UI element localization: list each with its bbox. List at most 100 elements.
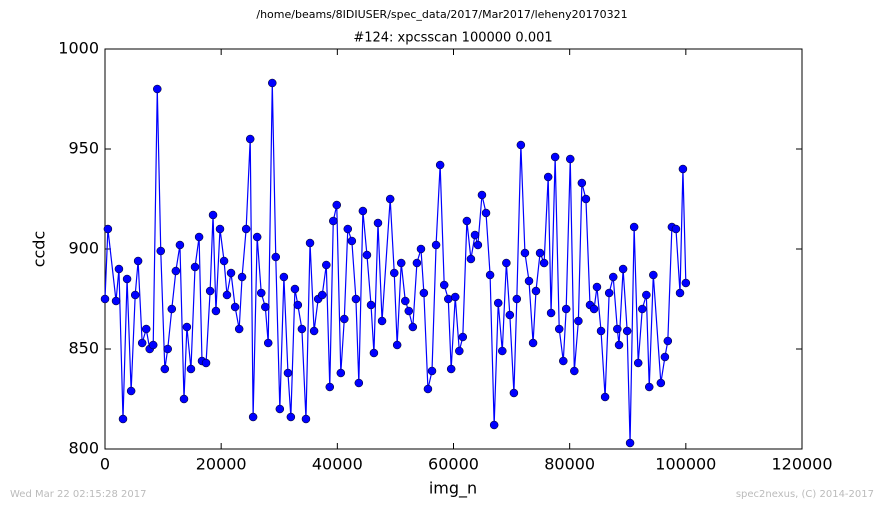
- data-point: [114, 264, 124, 274]
- data-point: [546, 308, 556, 318]
- data-point: [458, 332, 468, 342]
- data-point: [644, 382, 654, 392]
- data-point: [347, 236, 357, 246]
- data-point: [256, 288, 266, 298]
- x-tick-label: 80000: [544, 455, 595, 474]
- data-point: [446, 364, 456, 374]
- footer-right: spec2nexus, (C) 2014-2017: [736, 489, 874, 500]
- data-point: [570, 366, 579, 376]
- data-point: [325, 382, 335, 392]
- data-point: [392, 340, 402, 350]
- data-point: [201, 358, 211, 368]
- data-point: [290, 284, 300, 294]
- data-point: [354, 378, 364, 388]
- data-point: [450, 292, 460, 302]
- data-point: [329, 216, 338, 226]
- data-point: [366, 300, 376, 310]
- data-point: [520, 248, 530, 258]
- data-point: [343, 224, 353, 234]
- data-point: [261, 302, 270, 312]
- data-point: [175, 240, 185, 250]
- data-point: [373, 218, 383, 228]
- data-point: [340, 314, 349, 324]
- data-point: [263, 338, 273, 348]
- data-point: [574, 316, 583, 326]
- data-point: [427, 366, 437, 376]
- data-point: [531, 286, 541, 296]
- data-point: [377, 316, 387, 326]
- data-point: [226, 268, 236, 278]
- data-point: [559, 356, 568, 366]
- data-point: [477, 190, 487, 200]
- data-point: [675, 288, 685, 298]
- data-point: [237, 272, 247, 282]
- data-point: [390, 268, 399, 278]
- data-point: [423, 384, 433, 394]
- data-point: [613, 324, 622, 334]
- data-point: [455, 346, 464, 356]
- data-point: [351, 294, 361, 304]
- data-point: [401, 296, 410, 306]
- data-point: [208, 210, 218, 220]
- data-point: [248, 412, 258, 422]
- data-point: [215, 224, 225, 234]
- data-point: [171, 266, 181, 276]
- data-point: [629, 222, 639, 232]
- data-point: [404, 306, 414, 316]
- x-tick-label: 0: [100, 455, 110, 474]
- data-point: [271, 252, 281, 262]
- data-point: [485, 270, 495, 280]
- data-point: [660, 352, 670, 362]
- data-point: [137, 338, 147, 348]
- data-point: [148, 340, 158, 350]
- data-point: [100, 294, 110, 304]
- data-point: [297, 324, 307, 334]
- data-point: [194, 232, 204, 242]
- data-point: [614, 340, 624, 350]
- plot-area: [104, 48, 803, 450]
- data-point: [678, 164, 688, 174]
- data-point: [543, 172, 553, 182]
- data-point: [516, 140, 526, 150]
- data-point: [524, 276, 534, 286]
- data-point: [118, 414, 128, 424]
- data-point: [419, 288, 429, 298]
- data-point: [592, 282, 602, 292]
- data-point: [498, 346, 507, 356]
- data-point: [111, 296, 121, 306]
- data-point: [317, 290, 327, 300]
- data-point: [322, 260, 331, 270]
- data-point: [245, 134, 255, 144]
- x-tick-label: 20000: [196, 455, 247, 474]
- data-line: [104, 82, 687, 444]
- data-point: [509, 388, 519, 398]
- data-point: [153, 84, 162, 94]
- data-point: [182, 322, 192, 332]
- data-point: [466, 254, 476, 264]
- data-point: [638, 304, 647, 314]
- data-point: [416, 244, 426, 254]
- data-point: [309, 326, 319, 336]
- data-point: [275, 404, 285, 414]
- data-point: [565, 154, 575, 164]
- data-point: [671, 224, 681, 234]
- data-point: [103, 224, 113, 234]
- data-point: [528, 338, 538, 348]
- x-tick-label: 120000: [771, 455, 832, 474]
- data-point: [435, 160, 445, 170]
- data-point: [305, 238, 315, 248]
- y-tick-label: 850: [68, 339, 99, 358]
- data-point: [385, 194, 395, 204]
- data-point: [439, 280, 449, 290]
- data-point: [241, 224, 251, 234]
- data-point: [362, 250, 372, 260]
- data-point: [502, 258, 511, 268]
- data-point: [301, 414, 311, 424]
- data-point: [622, 326, 632, 336]
- data-point: [539, 258, 549, 268]
- y-axis-label: ccdc: [30, 231, 49, 268]
- data-point: [581, 194, 591, 204]
- data-point: [286, 412, 296, 422]
- data-point: [252, 232, 262, 242]
